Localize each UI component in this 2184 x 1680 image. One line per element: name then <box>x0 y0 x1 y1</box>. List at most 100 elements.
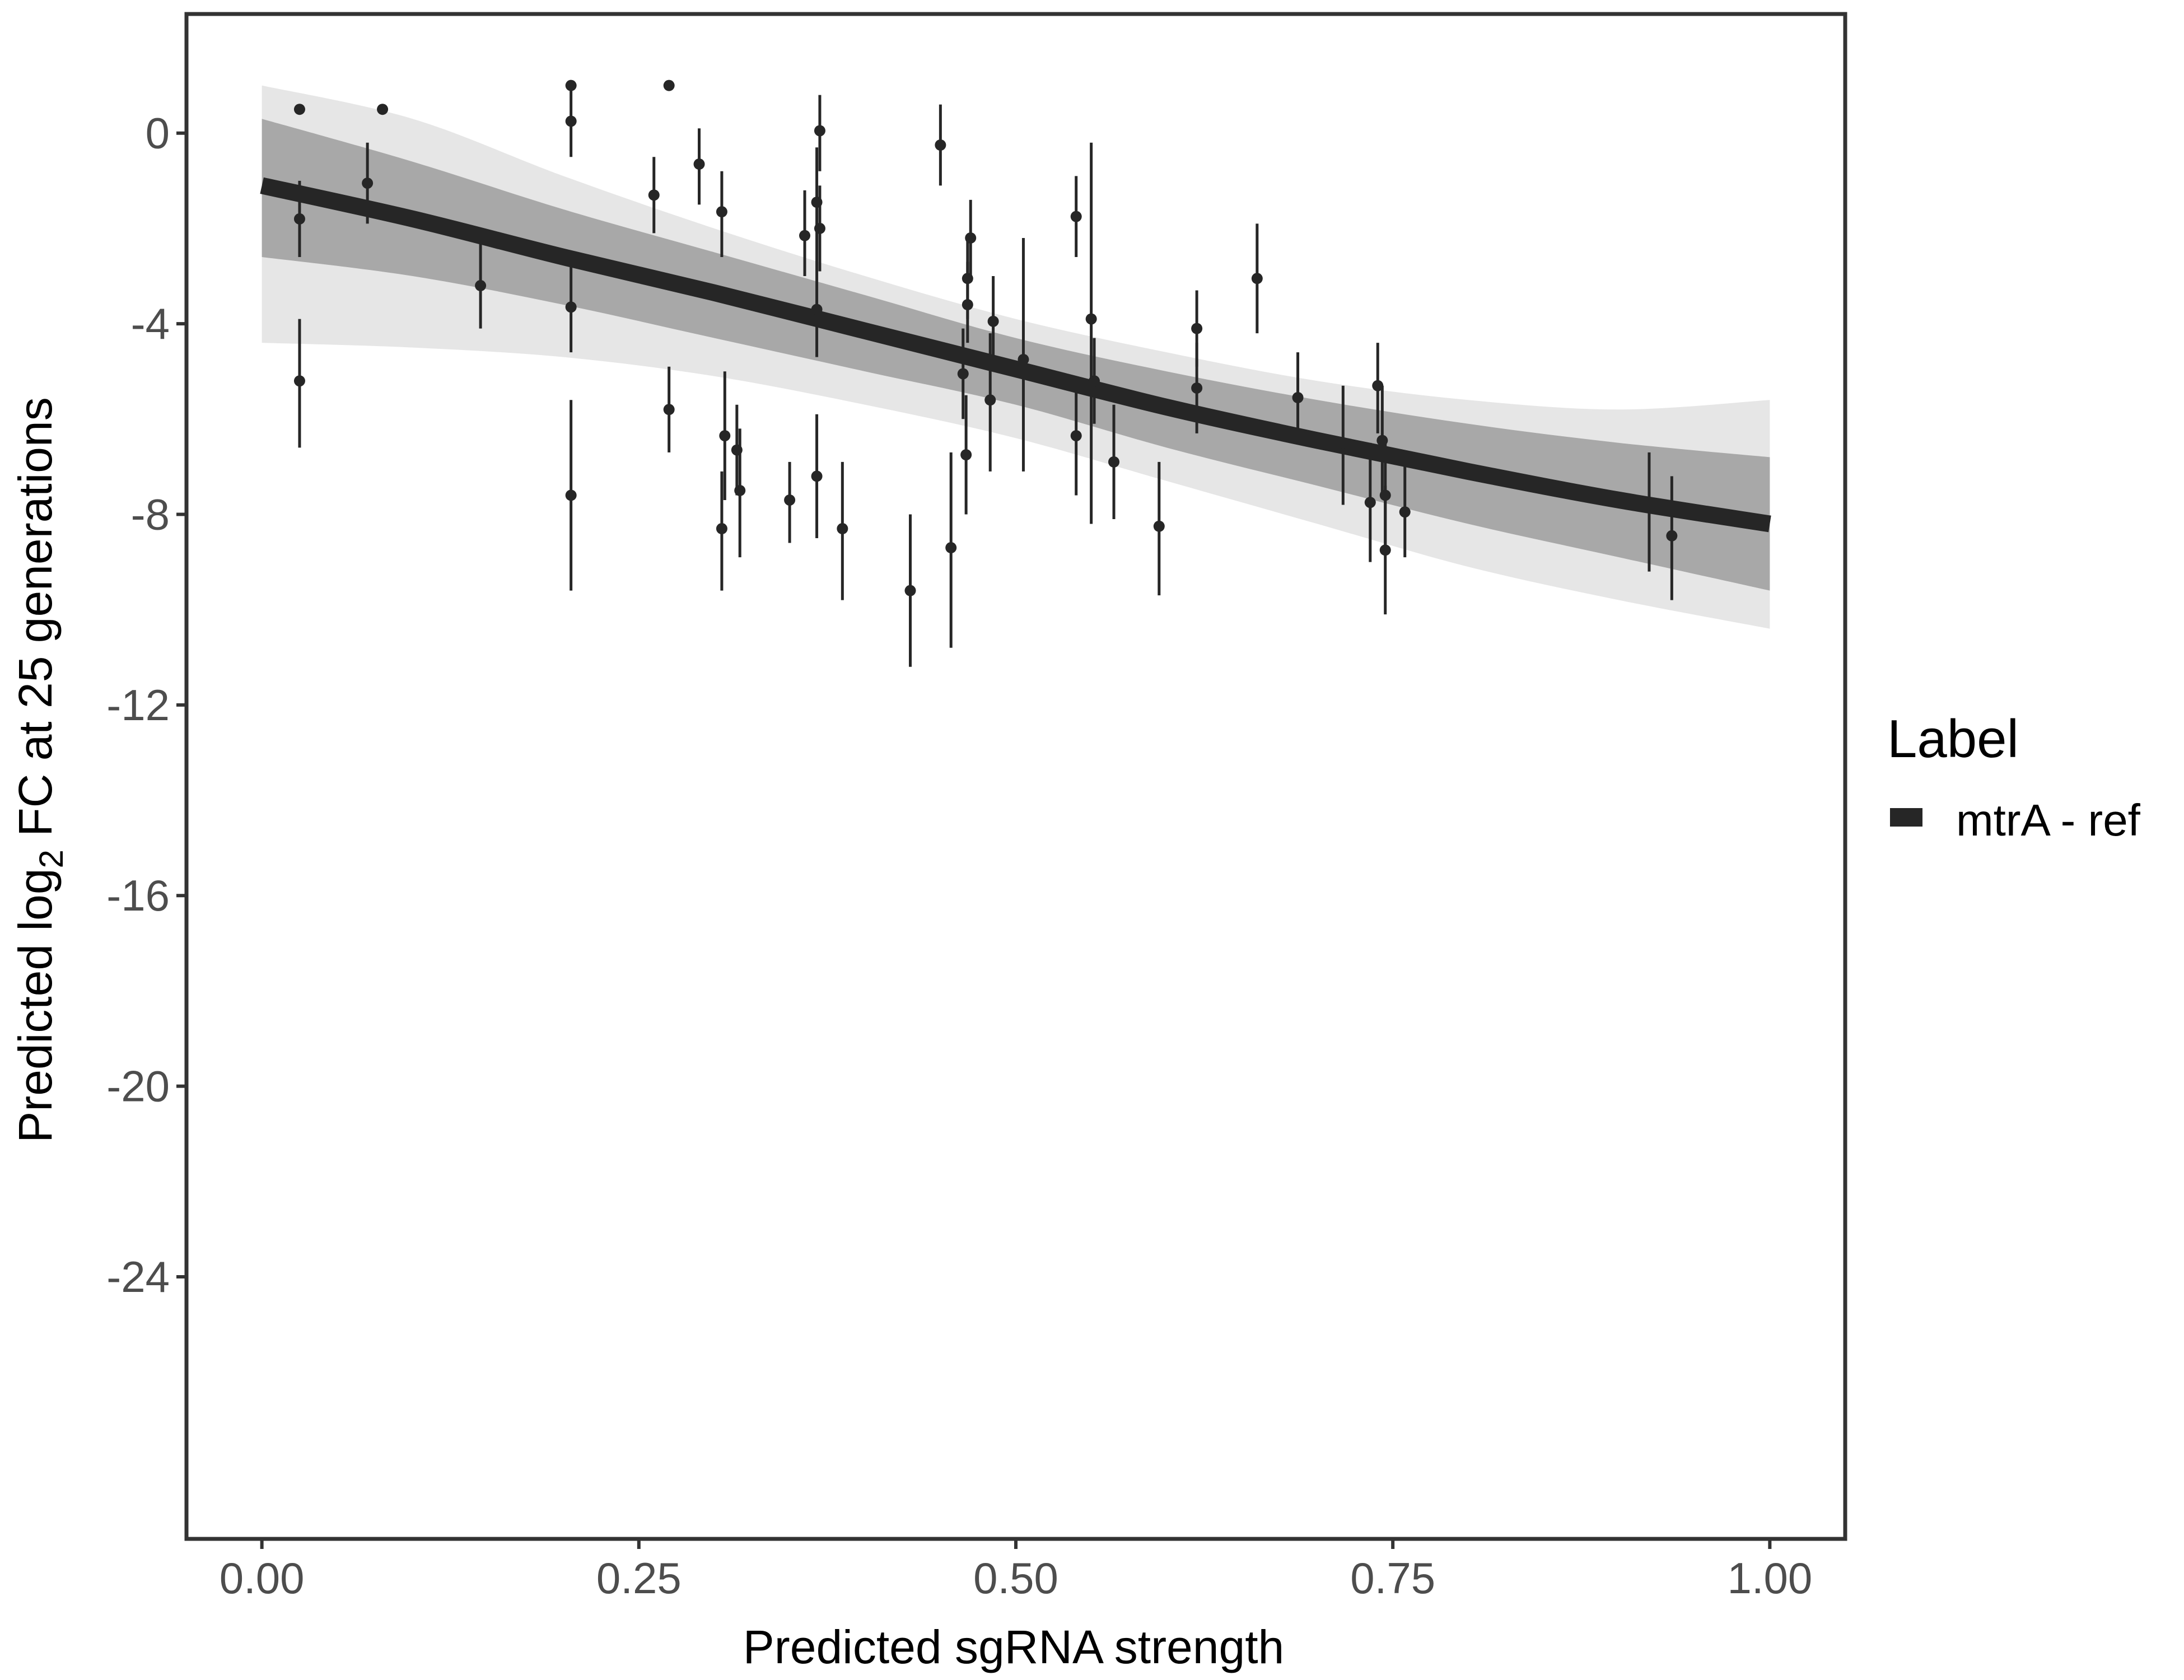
point-marker <box>1108 456 1120 468</box>
data-point <box>1070 176 1082 257</box>
point-marker <box>984 394 996 406</box>
y-tick-label: -4 <box>131 299 170 348</box>
point-marker <box>693 158 705 170</box>
data-point <box>814 95 825 171</box>
data-point <box>1018 237 1029 472</box>
data-point <box>293 104 305 115</box>
y-axis-title-rest: FC at 25 generations <box>9 397 62 850</box>
data-point <box>811 414 823 539</box>
legend: Label mtrA - ref <box>1887 709 2141 845</box>
point-marker <box>1191 323 1203 334</box>
point-marker <box>1399 506 1411 518</box>
confidence-band-inner <box>262 119 1770 591</box>
point-marker <box>837 523 848 535</box>
x-tick-label: 0.50 <box>973 1553 1058 1603</box>
data-point <box>962 262 973 343</box>
data-point <box>565 262 577 353</box>
data-point <box>987 276 999 367</box>
data-point <box>1337 385 1349 505</box>
x-axis-title: Predicted sgRNA strength <box>743 1621 1285 1673</box>
point-marker <box>814 125 825 137</box>
x-tick-label: 0.75 <box>1350 1553 1435 1603</box>
data-point <box>1292 352 1304 443</box>
data-point <box>945 452 957 648</box>
point-marker <box>1292 392 1304 404</box>
point-marker <box>1372 380 1384 391</box>
y-axis-title-main: Predicted log <box>9 868 62 1142</box>
point-marker <box>1070 430 1082 442</box>
point-marker <box>1379 544 1391 556</box>
point-marker <box>960 449 972 461</box>
point-marker <box>1089 375 1100 387</box>
legend-key-mtrA-ref <box>1890 808 1922 827</box>
point-marker <box>716 523 727 535</box>
point-marker <box>1153 520 1165 532</box>
point-marker <box>565 489 577 501</box>
data-point <box>784 461 796 543</box>
data-point <box>719 371 731 500</box>
data-point <box>734 428 746 558</box>
y-tick-label: -12 <box>106 680 170 730</box>
data-point <box>1108 404 1120 519</box>
legend-label-mtrA-ref: mtrA - ref <box>1956 795 2141 845</box>
point-marker <box>734 484 746 496</box>
point-marker <box>1085 313 1097 325</box>
data-point <box>1251 223 1263 334</box>
data-point <box>648 157 660 234</box>
data-point <box>1191 343 1203 433</box>
point-marker <box>945 542 957 554</box>
data-point <box>1372 343 1384 433</box>
point-marker <box>962 299 973 311</box>
y-tick-label: -20 <box>106 1062 170 1111</box>
y-tick-label: 0 <box>146 109 170 158</box>
point-marker <box>811 304 823 315</box>
data-point <box>475 242 487 329</box>
point-marker <box>565 115 577 127</box>
point-marker <box>987 315 999 327</box>
data-point <box>935 104 946 186</box>
y-tick-label: -8 <box>131 489 170 539</box>
data-point <box>814 185 825 272</box>
y-axis: 0 -4 -8 -12 -16 -20 -24 <box>106 109 186 1301</box>
data-point <box>362 142 374 224</box>
data-point <box>377 104 389 115</box>
x-axis: 0.00 0.25 0.50 0.75 1.00 <box>220 1539 1812 1603</box>
data-point <box>1643 452 1655 572</box>
data-point <box>904 514 916 667</box>
data-point <box>1379 486 1391 615</box>
point-marker <box>565 301 577 313</box>
point-marker <box>475 280 487 292</box>
point-marker <box>663 404 675 416</box>
data-point <box>293 180 305 257</box>
data-point <box>960 395 972 515</box>
point-marker <box>935 139 946 151</box>
point-marker <box>1018 353 1029 365</box>
point-marker <box>1251 273 1263 284</box>
point-marker <box>1070 211 1082 222</box>
x-tick-label: 0.00 <box>220 1553 305 1603</box>
point-marker <box>293 213 305 225</box>
data-point <box>293 319 305 448</box>
y-axis-title: Predicted log2 FC at 25 generations <box>9 397 70 1143</box>
data-point <box>837 461 848 600</box>
point-marker <box>1666 530 1678 542</box>
y-axis-title-subscript: 2 <box>32 850 70 868</box>
confidence-band <box>262 85 1770 629</box>
data-point <box>1089 338 1100 424</box>
data-point <box>565 400 577 591</box>
point-marker <box>811 470 823 482</box>
data-point <box>799 190 811 277</box>
data-point <box>663 366 675 452</box>
data-point <box>663 80 675 91</box>
point-marker <box>784 494 796 506</box>
legend-title: Label <box>1887 709 2019 769</box>
point-marker <box>377 104 389 115</box>
point-marker <box>719 430 731 442</box>
point-marker <box>663 80 675 91</box>
y-tick-label: -16 <box>106 871 170 920</box>
x-tick-label: 0.25 <box>596 1553 682 1603</box>
point-marker <box>1364 497 1376 508</box>
fitted-curve <box>260 177 1771 533</box>
point-marker <box>904 585 916 596</box>
